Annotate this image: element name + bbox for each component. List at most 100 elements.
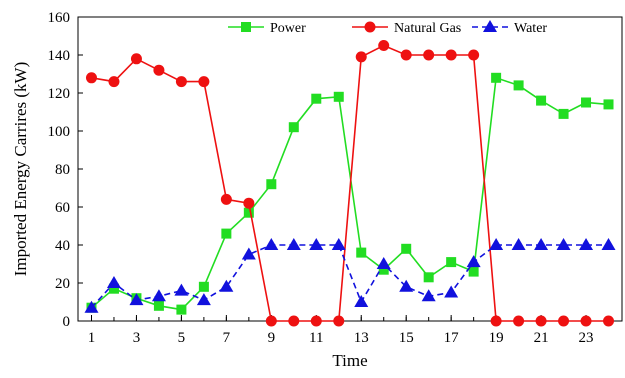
data-point <box>536 95 547 106</box>
data-point <box>108 76 120 88</box>
data-point <box>579 238 594 250</box>
data-point <box>513 315 525 327</box>
data-point <box>265 315 277 327</box>
data-point <box>489 238 504 250</box>
data-point <box>129 293 144 306</box>
data-point <box>153 64 165 76</box>
data-point <box>445 49 457 61</box>
y-tick-label: 160 <box>48 10 71 26</box>
data-point <box>400 49 412 61</box>
y-tick-label: 120 <box>48 86 71 102</box>
x-tick-label: 11 <box>309 330 323 346</box>
data-point <box>603 99 614 110</box>
data-point <box>535 315 547 327</box>
data-point <box>446 257 457 268</box>
data-point <box>355 51 367 63</box>
series-water <box>84 238 616 313</box>
data-point <box>266 179 277 190</box>
data-point <box>288 315 300 327</box>
y-tick-label: 140 <box>48 48 71 64</box>
data-point <box>331 238 346 250</box>
data-point <box>243 207 254 218</box>
x-tick-label: 21 <box>534 330 549 346</box>
y-tick-label: 100 <box>48 124 71 140</box>
legend-item: Water <box>472 20 547 36</box>
data-point <box>151 289 166 302</box>
data-point <box>444 285 459 298</box>
legend-item: Power <box>228 21 306 36</box>
data-point <box>401 243 412 254</box>
x-tick-label: 9 <box>268 330 276 346</box>
x-axis-title: Time <box>332 351 367 370</box>
data-point <box>84 300 99 313</box>
data-point <box>399 279 414 292</box>
data-point <box>174 283 189 296</box>
data-point <box>310 315 322 327</box>
x-tick-label: 7 <box>223 330 231 346</box>
data-point <box>241 247 256 260</box>
legend-label: Water <box>514 21 547 36</box>
x-tick-label: 1 <box>88 330 96 346</box>
series-line <box>90 244 609 309</box>
x-tick-label: 5 <box>178 330 186 346</box>
data-point <box>468 266 479 277</box>
legend-marker <box>364 21 376 33</box>
data-point <box>491 72 502 83</box>
data-point <box>175 76 187 88</box>
data-point <box>603 315 615 327</box>
data-point <box>511 238 526 250</box>
data-point <box>309 238 324 250</box>
y-tick-label: 20 <box>55 276 70 292</box>
data-point <box>378 40 390 51</box>
data-point <box>219 279 234 292</box>
data-point <box>558 108 569 119</box>
data-point <box>534 238 549 250</box>
y-tick-label: 0 <box>63 314 71 330</box>
data-point <box>106 276 121 288</box>
data-point <box>376 257 391 269</box>
data-point <box>264 238 279 250</box>
x-tick-label: 17 <box>444 330 460 346</box>
x-tick-label: 15 <box>399 330 414 346</box>
data-point <box>423 272 434 283</box>
data-point <box>580 315 592 327</box>
data-point <box>311 93 322 104</box>
y-tick-label: 40 <box>55 238 70 254</box>
legend-item: Natural Gas <box>352 21 461 36</box>
data-point <box>85 72 97 84</box>
data-point <box>286 238 301 250</box>
data-point <box>176 304 187 315</box>
series-layer <box>84 40 616 327</box>
data-point <box>108 283 119 294</box>
series-line <box>91 44 609 322</box>
data-point <box>198 76 210 88</box>
data-point <box>221 228 232 239</box>
data-point <box>468 49 480 61</box>
data-point <box>601 238 616 250</box>
data-point <box>196 293 211 306</box>
data-point <box>354 295 369 307</box>
data-point <box>558 315 570 327</box>
data-point <box>421 289 436 302</box>
series-natural-gas <box>85 40 615 327</box>
x-tick-label: 3 <box>133 330 141 346</box>
data-point <box>333 315 345 327</box>
legend-label: Natural Gas <box>394 21 461 36</box>
data-point <box>378 264 389 275</box>
data-point <box>130 53 142 65</box>
data-point <box>220 193 232 205</box>
data-point <box>466 255 481 268</box>
legend-marker <box>483 20 497 32</box>
data-point <box>556 238 571 250</box>
data-point <box>288 122 299 133</box>
legend: Power Natural Gas Water <box>228 20 547 36</box>
x-tick-label: 23 <box>579 330 594 346</box>
data-point <box>198 281 209 292</box>
data-point <box>356 247 367 258</box>
data-point <box>513 80 524 91</box>
legend-marker <box>241 22 251 32</box>
data-point <box>423 49 435 61</box>
